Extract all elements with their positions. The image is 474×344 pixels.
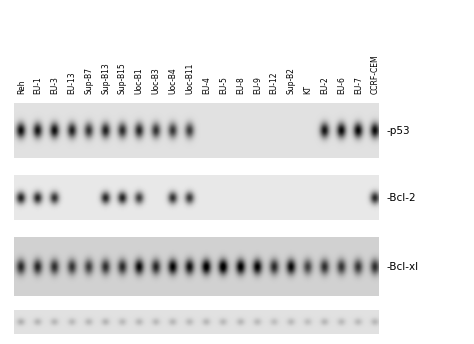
Text: EU-12: EU-12	[270, 72, 279, 95]
Text: CCRF-CEM: CCRF-CEM	[371, 55, 380, 95]
Text: Reh: Reh	[17, 80, 26, 95]
Text: EU-6: EU-6	[337, 77, 346, 95]
Text: Uoc-B1: Uoc-B1	[135, 68, 144, 95]
Text: KT: KT	[303, 85, 312, 95]
Text: EU-8: EU-8	[236, 77, 245, 95]
Text: Sup-B7: Sup-B7	[84, 67, 93, 95]
Text: EU-5: EU-5	[219, 77, 228, 95]
Text: EU-13: EU-13	[67, 72, 76, 95]
Text: EU-3: EU-3	[51, 77, 60, 95]
Text: -p53: -p53	[386, 126, 410, 136]
Text: -Bcl-2: -Bcl-2	[386, 193, 416, 203]
Text: Sup-B2: Sup-B2	[287, 67, 296, 95]
Text: Uoc-B11: Uoc-B11	[185, 63, 194, 95]
Text: EU-7: EU-7	[354, 77, 363, 95]
Text: Sup-B13: Sup-B13	[101, 63, 110, 95]
Text: EU-4: EU-4	[202, 77, 211, 95]
Text: -Bcl-xl: -Bcl-xl	[386, 261, 419, 272]
Text: EU-9: EU-9	[253, 77, 262, 95]
Text: Uoc-B3: Uoc-B3	[152, 68, 161, 95]
Text: Uoc-B4: Uoc-B4	[169, 68, 178, 95]
Text: EU-2: EU-2	[320, 77, 329, 95]
Text: Sup-B15: Sup-B15	[118, 63, 127, 95]
Text: EU-1: EU-1	[34, 77, 43, 95]
